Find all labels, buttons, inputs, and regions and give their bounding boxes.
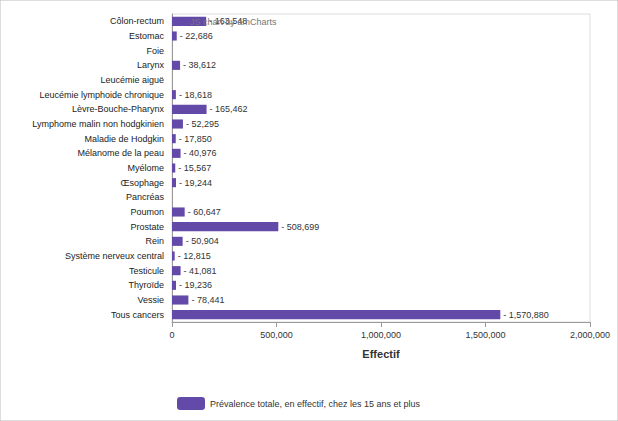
svg-text:- 1,570,880: - 1,570,880: [503, 310, 549, 320]
svg-text:Maladie de Hodgkin: Maladie de Hodgkin: [84, 134, 164, 144]
svg-text:- 19,244: - 19,244: [179, 178, 212, 188]
svg-text:- 22,686: - 22,686: [180, 31, 213, 41]
svg-text:Effectif: Effectif: [362, 348, 400, 360]
svg-text:Côlon-rectum: Côlon-rectum: [110, 16, 164, 26]
svg-text:Testicule: Testicule: [129, 266, 164, 276]
svg-text:0: 0: [169, 330, 174, 340]
svg-text:- 40,976: - 40,976: [184, 148, 217, 158]
svg-text:Mélanome de la peau: Mélanome de la peau: [77, 148, 164, 158]
svg-text:- 17,850: - 17,850: [179, 134, 212, 144]
svg-text:- 52,295: - 52,295: [186, 119, 219, 129]
svg-text:Estomac: Estomac: [129, 31, 165, 41]
svg-text:- 12,815: - 12,815: [178, 251, 211, 261]
svg-text:- 15,567: - 15,567: [178, 163, 211, 173]
svg-text:500,000: 500,000: [260, 330, 293, 340]
svg-text:Système nerveux central: Système nerveux central: [65, 251, 164, 261]
svg-text:Poumon: Poumon: [130, 207, 164, 217]
svg-text:Prévalence totale, en effectif: Prévalence totale, en effectif, chez les…: [210, 399, 420, 409]
svg-text:Foie: Foie: [146, 46, 164, 56]
svg-text:Prostate: Prostate: [130, 222, 164, 232]
svg-text:Myélome: Myélome: [127, 163, 164, 173]
svg-text:- 60,647: - 60,647: [188, 207, 221, 217]
svg-text:Œsophage: Œsophage: [120, 178, 164, 188]
svg-text:JS chart by amCharts: JS chart by amCharts: [190, 17, 277, 27]
svg-text:1,000,000: 1,000,000: [361, 330, 401, 340]
svg-text:2,000,000: 2,000,000: [570, 330, 610, 340]
svg-text:1,500,000: 1,500,000: [465, 330, 505, 340]
svg-text:Larynx: Larynx: [137, 60, 165, 70]
svg-text:Leucémie lymphoide chronique: Leucémie lymphoide chronique: [39, 90, 164, 100]
svg-text:Lèvre-Bouche-Pharynx: Lèvre-Bouche-Pharynx: [72, 104, 165, 114]
svg-text:Tous cancers: Tous cancers: [111, 310, 165, 320]
svg-text:Leucémie aiguë: Leucémie aiguë: [100, 75, 164, 85]
svg-text:- 41,081: - 41,081: [184, 266, 217, 276]
svg-text:- 38,612: - 38,612: [183, 60, 216, 70]
svg-text:- 165,462: - 165,462: [210, 104, 248, 114]
svg-text:Pancréas: Pancréas: [126, 192, 165, 202]
svg-text:Vessie: Vessie: [137, 295, 164, 305]
svg-text:- 508,699: - 508,699: [281, 222, 319, 232]
svg-text:- 50,904: - 50,904: [186, 236, 219, 246]
svg-text:- 19,236: - 19,236: [179, 280, 212, 290]
svg-text:- 78,441: - 78,441: [191, 295, 224, 305]
svg-text:- 18,618: - 18,618: [179, 90, 212, 100]
svg-text:Thyroïde: Thyroïde: [128, 280, 164, 290]
svg-text:Lymphome malin non hodgkinien: Lymphome malin non hodgkinien: [32, 119, 164, 129]
svg-text:Rein: Rein: [145, 236, 164, 246]
